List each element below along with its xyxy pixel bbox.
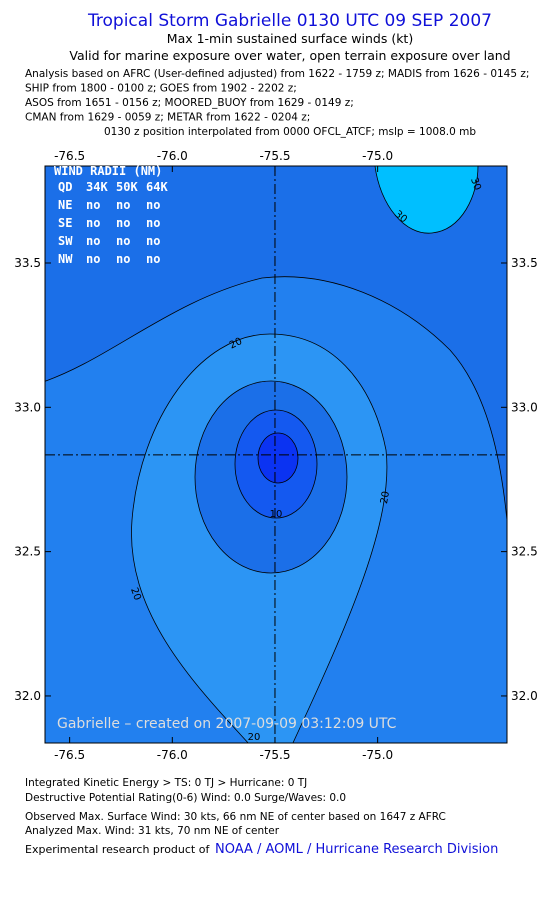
wind-radii-cell: no [116,198,130,212]
x-tick-label: -76.5 [54,149,85,163]
footer-line: Integrated Kinetic Energy > TS: 0 TJ > H… [25,777,307,789]
wind-radii-header: 50K [116,180,138,194]
contour-label: 20 [248,732,261,743]
footer-line: Observed Max. Surface Wind: 30 kts, 66 n… [25,811,446,823]
contour-label: 20 [228,336,244,351]
credit: Gabrielle – created on 2007-09-09 03:12:… [57,716,397,732]
wind-radii-cell: no [86,252,100,266]
wind-radii-cell: no [146,216,160,230]
contour-label: 20 [128,586,143,602]
footer-link: NOAA / AOML / Hurricane Research Divisio… [215,842,498,857]
footer-product: Experimental research product of [25,843,210,856]
y-tick-label: 32.5 [14,545,41,559]
contour-fill [257,432,299,484]
subtitle: Valid for marine exposure over water, op… [69,48,510,63]
wind-radii-cell: no [146,252,160,266]
y-tick-label: 33.0 [14,400,41,414]
info-line: Analysis based on AFRC (User-defined adj… [25,68,529,80]
wind-radii-cell: no [86,198,100,212]
wind-radii-cell: NE [58,198,72,212]
wind-radii-cell: SW [58,234,73,248]
wind-radii-cell: NW [58,252,73,266]
x-tick-label: -76.0 [157,149,188,163]
wind-radii-cell: no [146,234,160,248]
contour-label: 20 [379,490,392,504]
wind-radii-header: 64K [146,180,168,194]
info-line: 0130 z position interpolated from 0000 O… [104,126,476,138]
subtitle: Max 1-min sustained surface winds (kt) [167,31,413,46]
footer-line: Analyzed Max. Wind: 31 kts, 70 nm NE of … [25,825,280,837]
x-tick-label: -76.5 [54,748,85,762]
y-tick-label: 32.0 [14,689,41,703]
wind-radii-title: WIND RADII (NM) [54,164,162,178]
wind-radii-header: QD [58,180,72,194]
info-line: CMAN from 1629 - 0059 z; METAR from 1622… [25,112,310,124]
y-tick-label: 33.0 [511,400,538,414]
x-tick-label: -76.0 [157,748,188,762]
y-tick-label: 32.5 [511,545,538,559]
wind-radii-cell: no [116,252,130,266]
contour-fill [374,166,479,234]
y-tick-label: 33.5 [511,256,538,270]
wind-radii-cell: no [86,216,100,230]
x-tick-label: -75.0 [362,149,393,163]
contour-label: 30 [468,176,483,192]
y-tick-label: 33.5 [14,256,41,270]
wind-radii-cell: no [146,198,160,212]
info-line: ASOS from 1651 - 0156 z; MOORED_BUOY fro… [25,97,354,109]
wind-radii-cell: no [86,234,100,248]
title: Tropical Storm Gabrielle 0130 UTC 09 SEP… [87,11,492,31]
wind-radii-cell: no [116,216,130,230]
wind-radii-header: 34K [86,180,108,194]
x-tick-label: -75.5 [259,748,290,762]
x-tick-label: -75.0 [362,748,393,762]
footer-line: Destructive Potential Rating(0-6) Wind: … [25,792,346,804]
x-tick-label: -75.5 [259,149,290,163]
info-line: SHIP from 1800 - 0100 z; GOES from 1902 … [25,83,297,95]
contour-label: 10 [270,509,283,520]
wind-radii-cell: no [116,234,130,248]
wind-radii-cell: SE [58,216,72,230]
y-tick-label: 32.0 [511,689,538,703]
